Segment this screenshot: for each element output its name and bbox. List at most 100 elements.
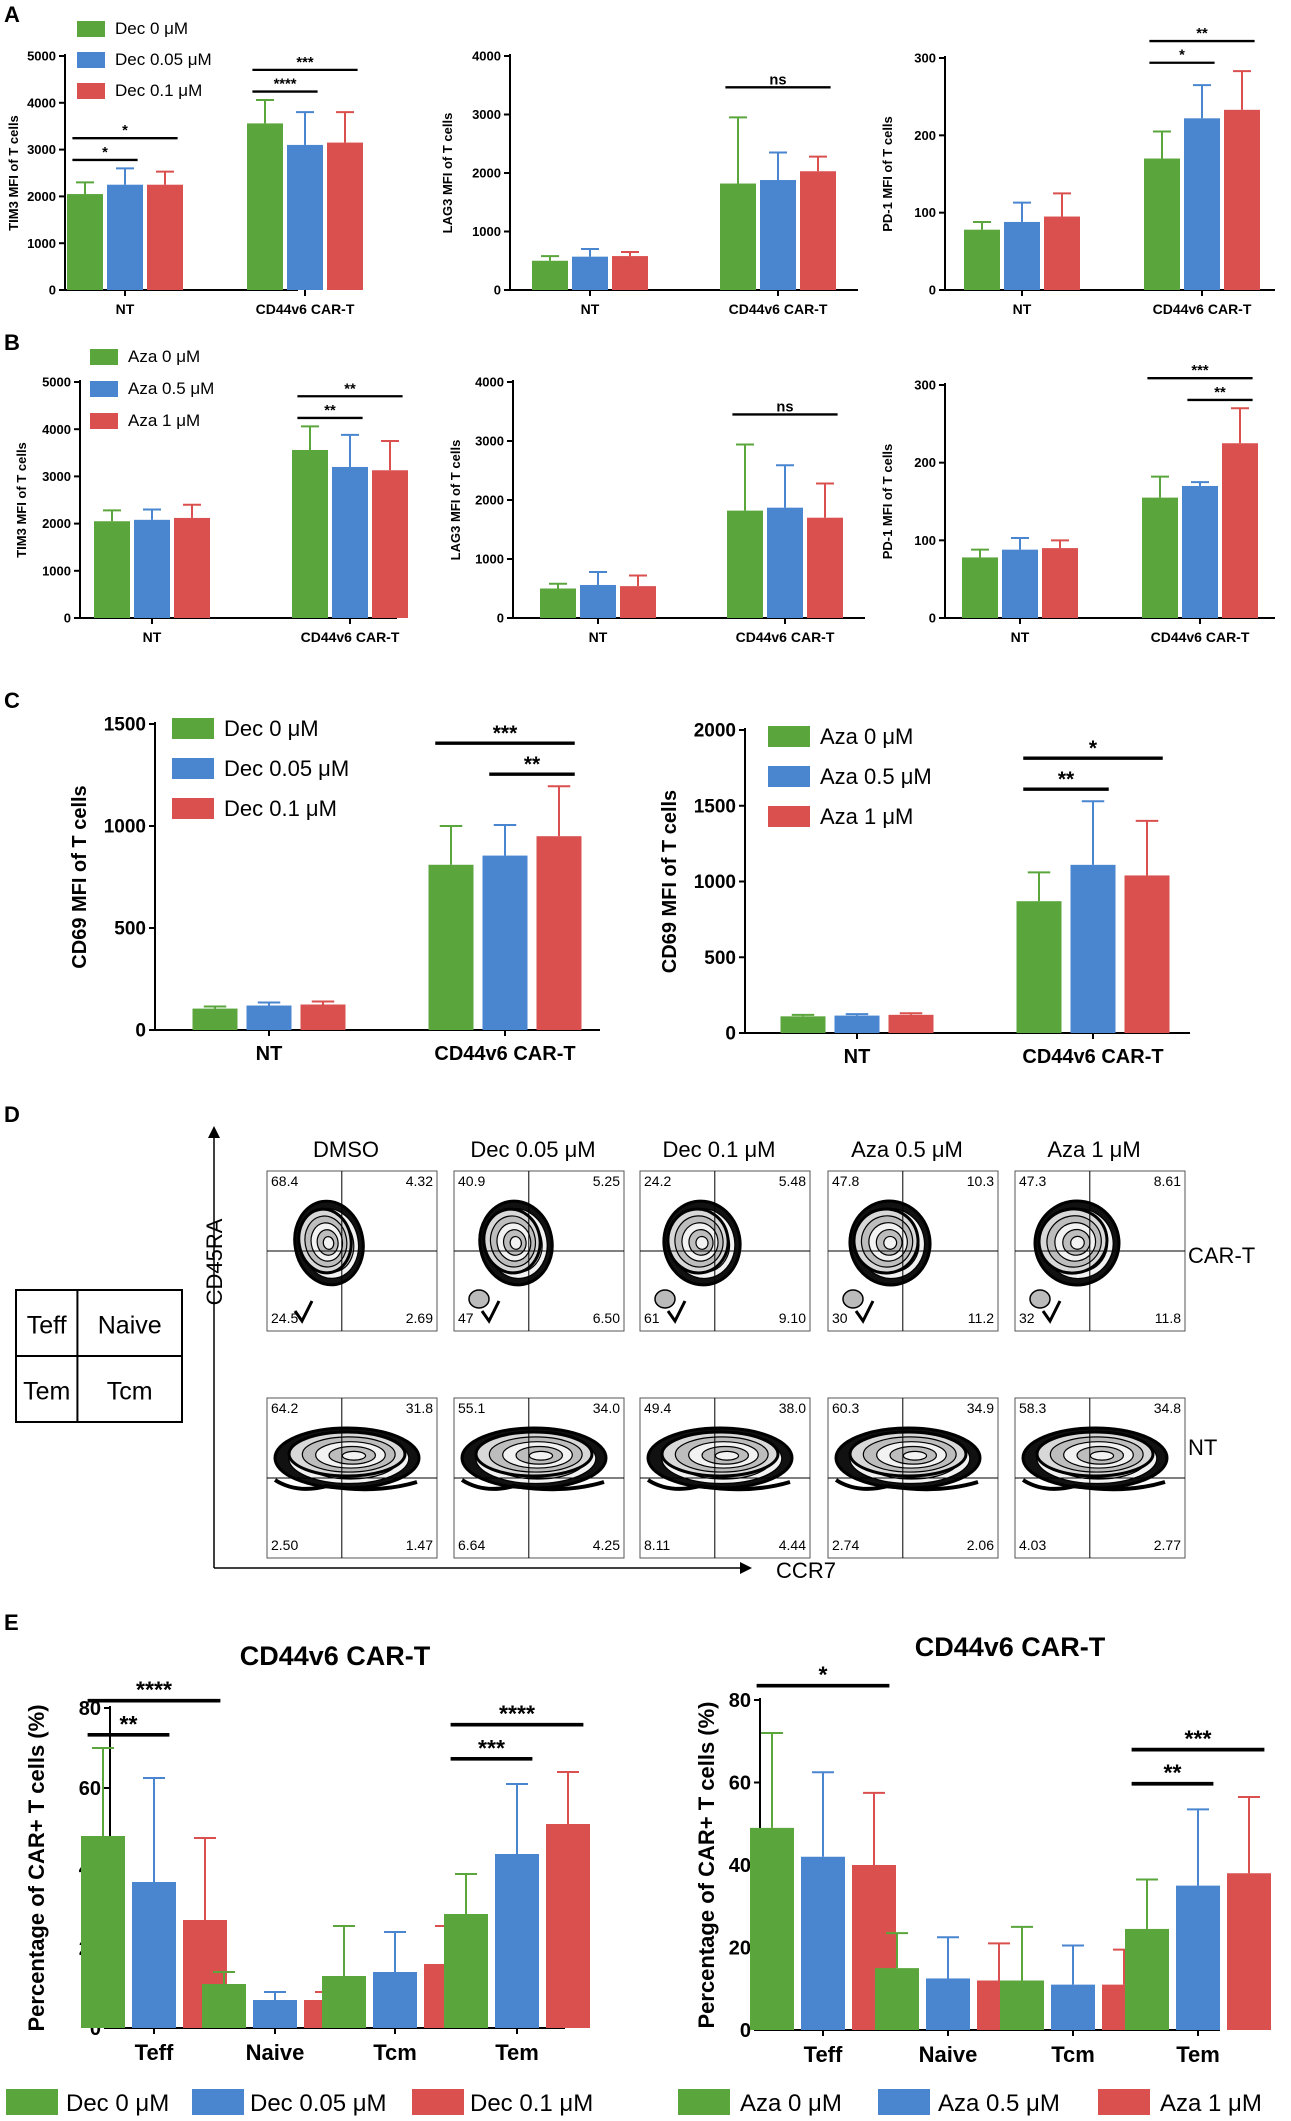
bar (1016, 901, 1062, 1033)
y-tick-label: 2000 (472, 166, 501, 181)
bar (253, 2000, 297, 2028)
bar (1051, 1984, 1095, 2030)
y-tick-label: 0 (929, 283, 936, 298)
flow-plot: 58.3 34.8 4.03 2.77 (1014, 1397, 1186, 1559)
contour (293, 1300, 314, 1324)
x-tick-label: CD44v6 CAR-T (1153, 301, 1252, 317)
bar (1182, 485, 1218, 618)
contour (273, 1478, 418, 1492)
x-tick-label: CD44v6 CAR-T (729, 301, 828, 317)
chart-B2: 0 1000 2000 3000 4000 LAG3 MFI of T cells NT CD… (448, 375, 865, 645)
quadrant-value: 55.1 (458, 1400, 485, 1416)
chart-B3: 0 100 200 300 PD-1 MFI of T cells NT CD44v6 CA… (880, 363, 1275, 645)
panel-label-D: D (4, 1102, 20, 1127)
x-tick-label: NT (143, 629, 162, 645)
bar (495, 1854, 539, 2028)
legend-label: Dec 0 μM (224, 716, 319, 741)
y-tick-label: 0 (49, 283, 56, 298)
bar (1125, 1928, 1169, 2030)
bar (1124, 875, 1170, 1033)
quadrant-value: 2.77 (1154, 1537, 1181, 1553)
bar (147, 184, 183, 290)
chart-A2: 0 1000 2000 3000 4000 LAG3 MFI of T cells NT CD… (440, 49, 858, 317)
contour (1089, 1450, 1115, 1461)
y-tick-label: 1500 (694, 796, 736, 817)
legend-swatch (878, 2089, 930, 2115)
y-axis-label: CD69 MFI of T cells (659, 790, 681, 973)
legend-label: Aza 0 μM (740, 2090, 842, 2117)
column-title: Aza 1 μM (1047, 1137, 1140, 1162)
panel-label-E: E (4, 1610, 19, 1635)
x-tick-label: NT (844, 1046, 871, 1068)
legend-swatch (768, 766, 810, 787)
bar (780, 1016, 826, 1033)
quadrant-value: 60.3 (832, 1400, 859, 1416)
bar (800, 171, 836, 290)
bar (1184, 118, 1220, 290)
bar (572, 256, 608, 290)
contour (654, 1289, 676, 1309)
bar (1176, 1885, 1220, 2030)
significance-label: ** (324, 403, 336, 419)
x-axis-arrowhead (740, 1562, 752, 1574)
bar (962, 557, 998, 618)
legend-label: Dec 0 μM (66, 2090, 169, 2117)
bar (1222, 443, 1258, 618)
y-tick-label: 3000 (27, 142, 56, 157)
chart-C1: 0 500 1000 1500 CD69 MFI of T cells NT CD44v6 … (69, 715, 600, 1065)
bar (1224, 109, 1260, 291)
flow-plot: 60.3 34.9 2.74 2.06 (827, 1397, 999, 1559)
legend-label: Aza 0.5 μM (820, 764, 932, 789)
x-tick-label: NT (1013, 301, 1032, 317)
significance-label: * (819, 1662, 828, 1688)
y-tick-label: 1500 (104, 715, 146, 736)
bar (134, 519, 170, 618)
x-tick-label: CD44v6 CAR-T (1151, 629, 1250, 645)
x-tick-label: Naive (919, 2042, 978, 2067)
flow-plot: 24.2 5.48 61 9.10 (639, 1170, 811, 1332)
contour (322, 1236, 335, 1250)
flow-plot: 40.9 5.25 47 6.50 (453, 1170, 625, 1332)
significance-label: **** (136, 1677, 172, 1703)
quadrant-value: 2.69 (406, 1310, 433, 1326)
y-tick-label: 5000 (27, 49, 56, 64)
y-axis-label: Percentage of CAR+ T cells (%) (694, 1701, 719, 2028)
x-tick-label: NT (1011, 629, 1030, 645)
y-tick-label: 1000 (27, 236, 56, 251)
bar (1227, 1873, 1271, 2030)
bar (1142, 497, 1178, 618)
bar (202, 1984, 246, 2028)
legend-swatch (90, 381, 118, 397)
significance-label: * (1179, 48, 1185, 64)
quadrant-value: 8.11 (644, 1537, 670, 1553)
bar (444, 1914, 488, 2028)
bar (1070, 864, 1116, 1033)
y-tick-label: 4000 (27, 95, 56, 110)
legend-label: Dec 0.1 μM (115, 81, 202, 100)
significance-label: ** (1196, 26, 1208, 42)
legend-swatch (172, 718, 214, 739)
legend-swatch (77, 83, 105, 99)
bar (287, 144, 323, 290)
significance-label: *** (493, 722, 518, 745)
y-tick-label: 0 (740, 2020, 751, 2042)
bar (174, 517, 210, 618)
y-tick-label: 3000 (472, 107, 501, 122)
y-tick-label: 0 (929, 611, 936, 626)
bar (81, 1836, 125, 2028)
y-tick-label: 20 (729, 1938, 751, 1960)
legend-swatch (77, 52, 105, 68)
x-tick-label: NT (256, 1043, 283, 1065)
legend-swatch (768, 726, 810, 747)
bar (1000, 1980, 1044, 2030)
significance-label: ** (120, 1711, 138, 1737)
flow-cytometry-panel: Teff Naive Tem Tcm CD45RA CCR7 DMSO Dec 0.05 μM… (15, 1126, 1255, 1583)
legend-label: Dec 0.1 μM (224, 796, 337, 821)
quadrant-value: 11.2 (968, 1310, 994, 1326)
quadrant-value: 6.64 (458, 1537, 485, 1553)
bar (801, 1856, 845, 2030)
chart-title: CD44v6 CAR-T (240, 1641, 431, 1671)
quadrant-value: 30 (832, 1310, 848, 1326)
quadrant-value: 34.9 (967, 1400, 994, 1416)
